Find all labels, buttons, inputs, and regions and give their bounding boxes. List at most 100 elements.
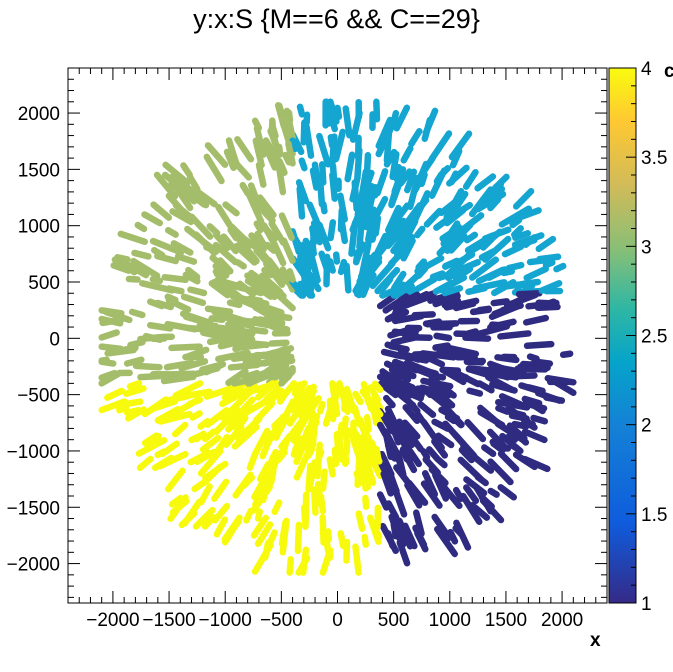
data-point-streak — [204, 305, 234, 315]
data-point-streak — [206, 223, 221, 237]
color-axis-label: c — [664, 61, 673, 82]
data-point-streak — [221, 416, 235, 427]
x-tick-label: 1000 — [429, 610, 471, 631]
data-point-streak — [274, 362, 290, 377]
data-point-streak — [403, 447, 416, 462]
data-point-streak — [488, 364, 526, 377]
data-point-streak — [380, 348, 404, 360]
data-point-streak — [384, 411, 402, 446]
data-point-streak — [523, 340, 555, 350]
data-point-streak — [463, 357, 487, 366]
data-point-streak — [535, 299, 552, 307]
data-point-streak — [316, 400, 326, 415]
data-point-streak — [117, 230, 149, 246]
data-point-streak — [415, 258, 428, 271]
data-point-streak — [264, 241, 278, 254]
y-tick-label: 2000 — [18, 104, 60, 125]
data-point-streak — [220, 233, 239, 255]
data-point-streak — [497, 330, 532, 340]
data-point-streak — [404, 168, 418, 194]
data-point-streak — [161, 273, 189, 284]
data-point-streak — [452, 525, 465, 538]
color-tick-label: 4 — [641, 59, 652, 80]
data-point-streak — [304, 387, 317, 407]
data-point-streak — [213, 516, 229, 538]
data-point-streak — [134, 221, 148, 233]
data-point-streak — [427, 290, 460, 304]
data-point-streak — [542, 259, 556, 269]
data-point-streak — [385, 469, 396, 496]
data-point-streak — [277, 380, 298, 404]
y-axis: −2000 −1500 −1000 −500 0 500 1000 1500 2000 — [7, 78, 607, 598]
data-point-streak — [261, 140, 279, 171]
data-point-streak — [318, 250, 330, 271]
data-point-streak — [98, 358, 117, 367]
data-point-streak — [511, 420, 530, 430]
data-point-streak — [172, 380, 204, 399]
data-point-streak — [434, 525, 458, 558]
data-point-streak — [364, 448, 384, 480]
data-point-streak — [181, 187, 208, 208]
data-point-streak — [235, 236, 260, 265]
data-point-streak — [261, 266, 275, 279]
data-point-streak — [477, 409, 506, 429]
x-tick-label: 500 — [378, 610, 410, 631]
data-point-streak — [396, 418, 416, 449]
data-point-streak — [386, 308, 410, 322]
data-point-streak — [188, 213, 214, 240]
data-point-streak — [227, 226, 240, 242]
data-point-streak — [514, 280, 528, 291]
data-point-streak — [267, 529, 278, 545]
data-point-streak — [400, 145, 414, 164]
data-point-streak — [247, 182, 261, 207]
data-point-streak — [137, 372, 175, 381]
data-point-streak — [276, 102, 286, 120]
data-point-streak — [164, 226, 179, 238]
data-point-streak — [396, 539, 411, 567]
data-point-streak — [474, 473, 489, 487]
data-point-streak — [406, 174, 421, 210]
data-point-streak — [294, 521, 303, 555]
y-tick-label: 0 — [49, 329, 60, 350]
data-point-streak — [450, 258, 482, 276]
data-point-streak — [337, 192, 348, 223]
data-point-streak — [441, 284, 464, 297]
data-point-streak — [433, 332, 453, 342]
data-point-streak — [150, 201, 173, 221]
data-point-streak — [257, 318, 291, 333]
y-tick-label: −1500 — [7, 498, 60, 519]
data-point-streak — [355, 197, 369, 219]
data-point-streak — [521, 282, 536, 290]
data-point-streak — [318, 161, 327, 186]
data-point-streak — [290, 416, 309, 444]
data-point-streak — [234, 136, 255, 163]
data-point-streak — [463, 231, 479, 244]
data-point-streak — [414, 411, 426, 424]
data-point-streak — [439, 225, 462, 242]
data-point-streak — [512, 187, 535, 210]
data-point-streak — [125, 275, 141, 283]
data-point-streak — [251, 274, 275, 292]
data-point-streak — [463, 476, 488, 497]
data-point-streak — [402, 327, 420, 338]
data-point-streak — [263, 260, 286, 288]
data-point-streak — [382, 428, 401, 457]
data-point-streak — [278, 398, 297, 426]
data-point-streak — [421, 470, 439, 498]
data-point-streak — [151, 246, 166, 259]
data-point-streak — [376, 373, 402, 394]
data-point-streak — [243, 507, 254, 524]
data-point-streak — [268, 358, 286, 368]
data-point-streak — [98, 343, 125, 353]
data-point-streak — [244, 277, 278, 301]
data-point-streak — [553, 262, 567, 273]
data-point-streak — [337, 530, 347, 550]
data-point-streak — [435, 432, 455, 449]
data-point-streak — [511, 225, 524, 238]
data-point-streak — [414, 225, 426, 239]
data-point-streak — [236, 280, 257, 298]
data-point-streak — [327, 98, 340, 125]
data-point-streak — [460, 442, 476, 460]
data-point-streak — [248, 232, 267, 253]
data-point-streak — [462, 169, 479, 190]
